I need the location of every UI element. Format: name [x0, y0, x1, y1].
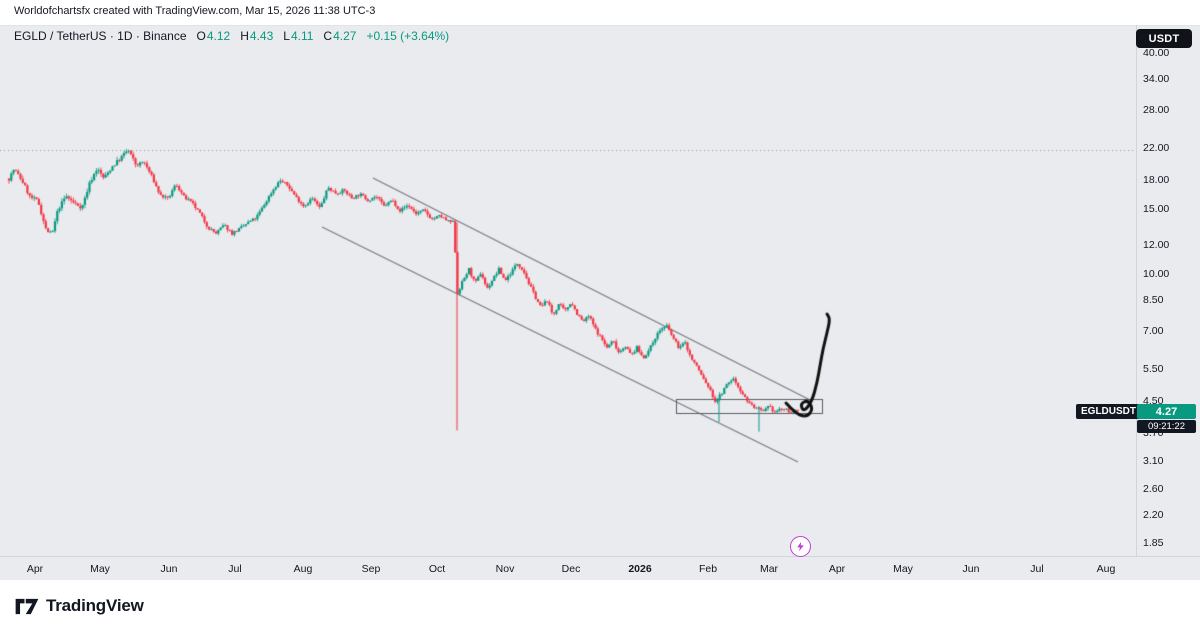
ohlc-open: O4.12	[197, 29, 231, 43]
price-tick: 15.00	[1143, 203, 1170, 215]
ohlc-low: L4.11	[283, 29, 313, 43]
price-tick: 10.00	[1143, 268, 1170, 280]
low-label: L	[283, 29, 290, 43]
price-tick: 40.00	[1143, 47, 1170, 59]
chart-legend[interactable]: EGLD / TetherUS · 1D · Binance O4.12 H4.…	[14, 29, 449, 43]
close-value: 4.27	[333, 29, 357, 43]
currency-toggle-button[interactable]: USDT	[1136, 29, 1192, 48]
time-tick: Oct	[428, 563, 446, 575]
bar-countdown-badge: 09:21:22	[1137, 420, 1196, 433]
high-value: 4.43	[249, 29, 274, 43]
tradingview-brand-text: TradingView	[46, 596, 144, 615]
time-tick: Feb	[698, 563, 718, 575]
time-tick: May	[893, 563, 913, 575]
open-value: 4.12	[206, 29, 231, 43]
footer-bar: TradingView	[0, 580, 1200, 632]
price-tick: 34.00	[1143, 73, 1170, 85]
open-label: O	[196, 29, 206, 43]
time-axis[interactable]: Apr May Jun Jul Aug Sep Oct Nov Dec 2026 Feb Mar Apr…	[0, 556, 1200, 581]
close-label: C	[323, 29, 333, 43]
price-tick: 28.00	[1143, 104, 1170, 116]
time-tick: Apr	[26, 563, 44, 575]
time-tick: Jun	[160, 563, 178, 575]
price-tick: 1.85	[1143, 537, 1164, 549]
price-tick: 5.50	[1143, 363, 1164, 375]
time-tick: Mar	[759, 563, 779, 575]
time-tick: Nov	[495, 563, 515, 575]
price-axis[interactable]: 40.00 34.00 28.00 22.00 18.00 15.00 12.00 10.00…	[1136, 25, 1200, 556]
price-tick: 18.00	[1143, 174, 1170, 186]
attribution-text: Worldofchartsfx created with TradingView…	[14, 5, 376, 17]
price-tick: 2.60	[1143, 483, 1164, 495]
tradingview-logo[interactable]: TradingView	[15, 596, 144, 616]
high-label: H	[240, 29, 249, 43]
time-tick: Aug	[293, 563, 313, 575]
lightning-button[interactable]	[790, 536, 811, 557]
price-tick: 2.20	[1143, 509, 1164, 521]
time-tick: Sep	[361, 563, 381, 575]
symbol-description[interactable]: EGLD / TetherUS · 1D · Binance	[14, 29, 187, 43]
low-value: 4.11	[290, 29, 314, 43]
price-tick: 22.00	[1143, 142, 1170, 154]
price-tick: 12.00	[1143, 239, 1170, 251]
time-tick: Jul	[228, 563, 242, 575]
last-price-badge: 4.27	[1137, 404, 1196, 419]
time-tick: Aug	[1096, 563, 1116, 575]
price-tick: 7.00	[1143, 325, 1164, 337]
price-tick: 3.10	[1143, 455, 1164, 467]
time-tick: Jul	[1030, 563, 1044, 575]
time-tick: May	[90, 563, 110, 575]
time-tick: Dec	[561, 563, 581, 575]
lightning-icon	[797, 541, 804, 552]
time-tick: Jun	[962, 563, 980, 575]
tradingview-logo-icon	[15, 598, 39, 614]
ohlc-high: H4.43	[240, 29, 273, 43]
attribution-bar	[0, 0, 1200, 25]
price-tick: 8.50	[1143, 294, 1164, 306]
price-change: +0.15 (+3.64%)	[366, 29, 450, 43]
symbol-axis-badge: EGLDUSDT	[1076, 404, 1141, 419]
time-tick: 2026	[628, 563, 652, 575]
ohlc-close: C4.27	[323, 29, 356, 43]
time-tick: Apr	[828, 563, 846, 575]
